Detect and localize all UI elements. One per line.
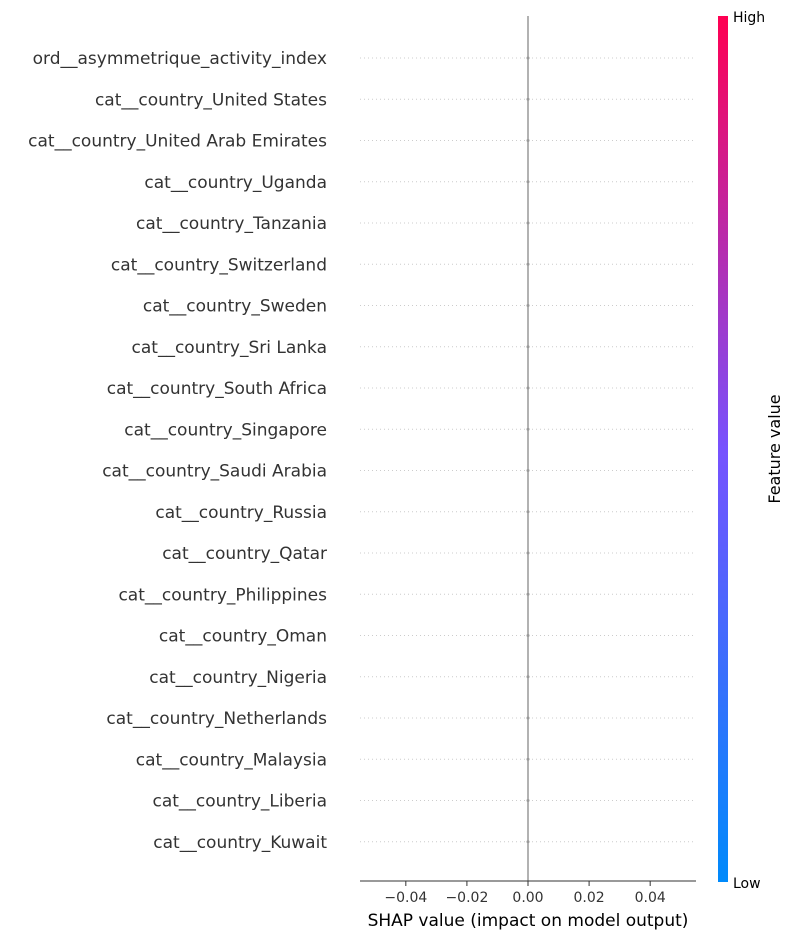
feature-label: cat__country_United States [95,90,327,110]
colorbar-low-label: Low [733,876,761,892]
feature-label: cat__country_Kuwait [153,833,327,853]
colorbar [718,16,728,882]
feature-labels: ord__asymmetrique_activity_index cat__cou… [28,49,327,853]
feature-label: cat__country_Netherlands [106,709,327,729]
feature-label: cat__country_Oman [159,627,327,647]
feature-label: cat__country_Malaysia [136,750,327,770]
feature-label: cat__country_South Africa [107,379,327,399]
feature-label: cat__country_Sweden [143,297,327,317]
feature-label: cat__country_Nigeria [149,668,327,688]
x-axis-title: SHAP value (impact on model output) [368,911,689,931]
feature-label: cat__country_Liberia [152,792,327,812]
feature-label: cat__country_Sri Lanka [132,338,327,358]
feature-label: cat__country_Singapore [124,420,327,440]
feature-label: cat__country_Uganda [144,173,327,193]
feature-label: ord__asymmetrique_activity_index [33,49,327,69]
feature-label: cat__country_United Arab Emirates [28,132,327,152]
feature-label: cat__country_Tanzania [136,214,327,234]
feature-label: cat__country_Russia [155,503,327,523]
x-tick-label: −0.02 [445,890,488,906]
colorbar-high-label: High [733,10,765,26]
feature-label: cat__country_Philippines [118,585,327,605]
feature-label: cat__country_Qatar [162,544,327,564]
x-tick-label: 0.04 [635,890,666,906]
feature-label: cat__country_Switzerland [111,255,327,275]
x-tick-label: 0.02 [574,890,605,906]
x-tick-label: 0.00 [512,890,543,906]
x-axis-ticks: −0.04 −0.02 0.00 0.02 0.04 [384,881,666,906]
x-tick-label: −0.04 [384,890,427,906]
colorbar-title: Feature value [765,394,784,503]
feature-label: cat__country_Saudi Arabia [102,462,327,482]
